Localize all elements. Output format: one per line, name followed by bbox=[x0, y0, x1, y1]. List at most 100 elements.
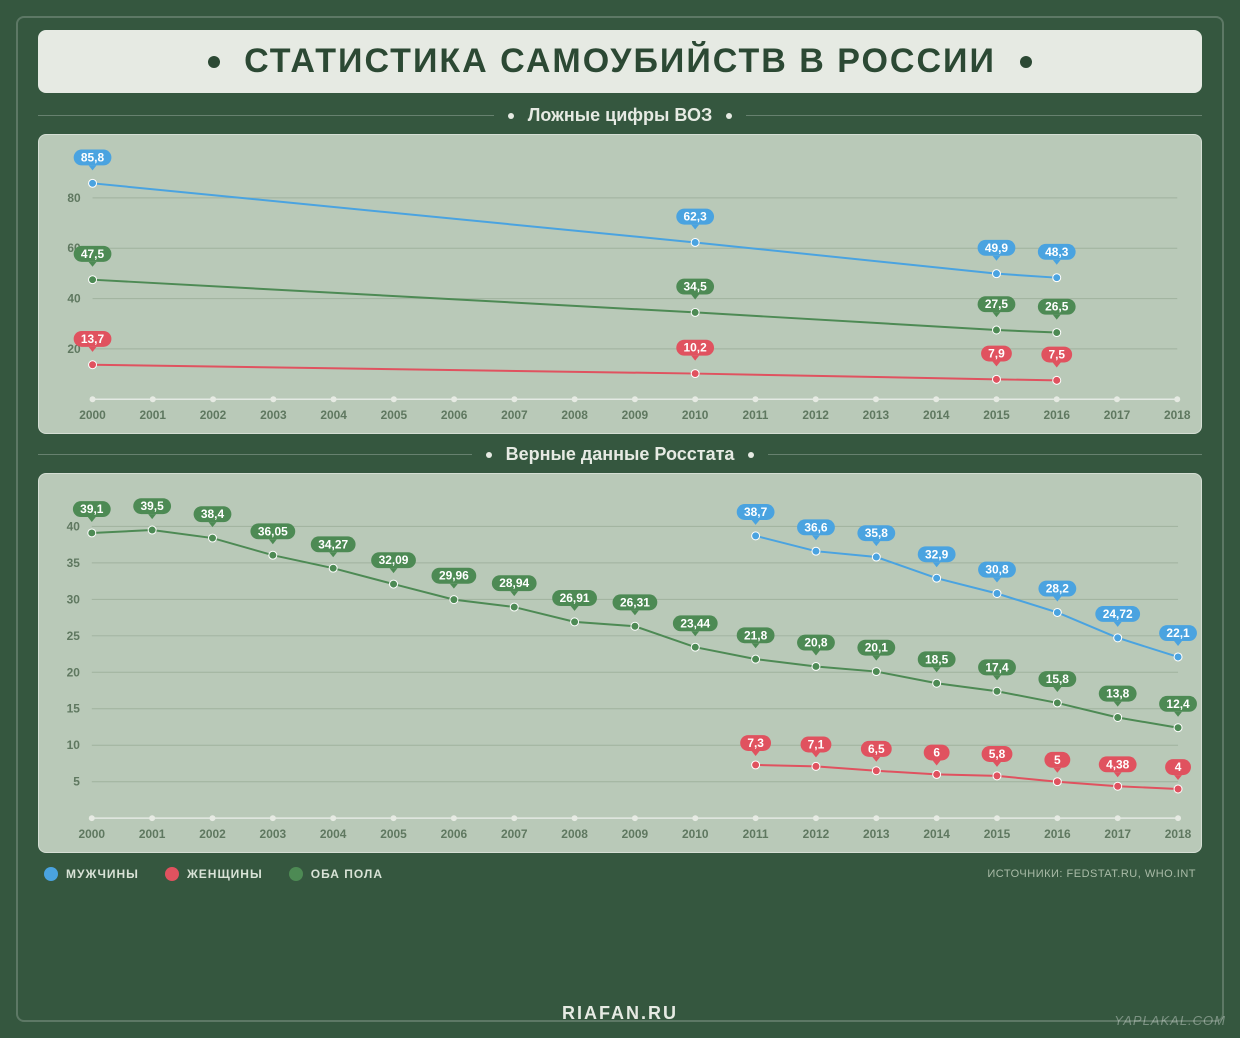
x-tick-label: 2012 bbox=[803, 827, 830, 841]
callout-both: 15,8 bbox=[1038, 671, 1076, 692]
callout-label: 26,5 bbox=[1045, 300, 1069, 314]
callout-label: 22,1 bbox=[1166, 626, 1190, 640]
x-tick-label: 2014 bbox=[923, 827, 950, 841]
x-tick-dot bbox=[1114, 396, 1120, 402]
section-title-text: Ложные цифры ВОЗ bbox=[528, 105, 712, 126]
callout-men: 32,9 bbox=[918, 546, 956, 567]
x-tick-label: 2000 bbox=[79, 408, 106, 422]
section-title-text: Верные данные Росстата bbox=[506, 444, 735, 465]
series-line-both bbox=[93, 280, 1057, 333]
callout-label: 21,8 bbox=[744, 628, 768, 642]
callout-label: 4,38 bbox=[1106, 757, 1130, 771]
series-point-both bbox=[510, 603, 518, 611]
callout-both: 38,4 bbox=[194, 506, 232, 527]
callout-both: 21,8 bbox=[737, 627, 775, 648]
callout-label: 36,05 bbox=[258, 524, 288, 538]
series-point-men bbox=[1114, 634, 1122, 642]
chart-svg: 2040608020002001200220032004200520062007… bbox=[39, 135, 1201, 433]
series-point-men bbox=[691, 238, 699, 246]
series-point-men bbox=[1174, 653, 1182, 661]
legend-label-both: ОБА ПОЛА bbox=[311, 867, 383, 881]
y-tick-label: 25 bbox=[67, 629, 81, 643]
legend-dot-both bbox=[289, 867, 303, 881]
series-point-both bbox=[209, 534, 217, 542]
callout-both: 36,05 bbox=[250, 523, 295, 544]
callout-label: 36,6 bbox=[804, 520, 828, 534]
title-dot-left bbox=[208, 56, 220, 68]
callout-men: 28,2 bbox=[1038, 581, 1076, 602]
callout-label: 5 bbox=[1054, 753, 1061, 767]
callout-label: 38,4 bbox=[201, 507, 225, 521]
callout-label: 48,3 bbox=[1045, 245, 1069, 259]
footer-brand: RIAFAN.RU bbox=[0, 1003, 1240, 1024]
series-point-women bbox=[872, 767, 880, 775]
x-tick-label: 2009 bbox=[622, 827, 649, 841]
x-tick-label: 2015 bbox=[984, 827, 1011, 841]
callout-women: 7,3 bbox=[740, 735, 771, 756]
x-tick-dot bbox=[150, 396, 156, 402]
x-tick-label: 2017 bbox=[1104, 827, 1131, 841]
series-point-women bbox=[89, 361, 97, 369]
series-point-both bbox=[571, 618, 579, 626]
y-tick-label: 80 bbox=[67, 191, 81, 205]
callout-men: 35,8 bbox=[857, 525, 895, 546]
legend-label-women: ЖЕНЩИНЫ bbox=[187, 867, 263, 881]
section-dot bbox=[486, 452, 492, 458]
callout-label: 17,4 bbox=[985, 660, 1009, 674]
callout-both: 26,31 bbox=[613, 594, 658, 615]
x-tick-dot bbox=[511, 396, 517, 402]
callout-label: 6,5 bbox=[868, 742, 885, 756]
series-point-men bbox=[89, 179, 97, 187]
x-tick-label: 2006 bbox=[441, 827, 468, 841]
callout-both: 34,5 bbox=[676, 279, 714, 300]
callout-men: 85,8 bbox=[74, 150, 112, 171]
y-tick-label: 5 bbox=[73, 775, 80, 789]
chart-panel-who: 2040608020002001200220032004200520062007… bbox=[38, 134, 1202, 434]
series-point-men bbox=[993, 270, 1001, 278]
callout-both: 17,4 bbox=[978, 659, 1016, 680]
x-tick-label: 2017 bbox=[1104, 408, 1131, 422]
callout-label: 39,5 bbox=[141, 499, 165, 513]
x-tick-label: 2002 bbox=[199, 827, 226, 841]
callout-label: 29,96 bbox=[439, 569, 469, 583]
x-tick-dot bbox=[451, 396, 457, 402]
y-tick-label: 15 bbox=[67, 702, 81, 716]
callout-men: 24,72 bbox=[1095, 606, 1140, 627]
callout-label: 32,09 bbox=[379, 553, 409, 567]
callout-men: 38,7 bbox=[737, 504, 775, 525]
series-point-both bbox=[993, 326, 1001, 334]
callout-label: 15,8 bbox=[1046, 672, 1070, 686]
callout-label: 34,5 bbox=[684, 280, 708, 294]
x-tick-label: 2004 bbox=[320, 827, 347, 841]
series-point-both bbox=[1053, 699, 1061, 707]
callout-label: 39,1 bbox=[80, 502, 104, 516]
series-point-men bbox=[812, 547, 820, 555]
title-banner: СТАТИСТИКА САМОУБИЙСТВ В РОССИИ bbox=[38, 30, 1202, 93]
callout-men: 62,3 bbox=[676, 209, 714, 230]
title-dot-right bbox=[1020, 56, 1032, 68]
series-point-both bbox=[872, 668, 880, 676]
series-point-both bbox=[88, 529, 96, 537]
x-tick-dot bbox=[270, 815, 276, 821]
callout-label: 12,4 bbox=[1166, 697, 1190, 711]
x-tick-label: 2012 bbox=[802, 408, 829, 422]
callout-both: 47,5 bbox=[74, 246, 112, 267]
x-tick-dot bbox=[90, 396, 96, 402]
callout-label: 28,2 bbox=[1046, 582, 1070, 596]
x-tick-dot bbox=[511, 815, 517, 821]
callout-both: 28,94 bbox=[492, 575, 537, 596]
series-point-both bbox=[450, 596, 458, 604]
x-tick-dot bbox=[391, 815, 397, 821]
callout-both: 39,5 bbox=[133, 498, 171, 519]
callout-label: 7,5 bbox=[1048, 348, 1065, 362]
x-tick-dot bbox=[692, 396, 698, 402]
series-point-women bbox=[933, 770, 941, 778]
page-frame: СТАТИСТИКА САМОУБИЙСТВ В РОССИИ Ложные ц… bbox=[16, 16, 1224, 1022]
y-tick-label: 40 bbox=[67, 292, 81, 306]
x-tick-dot bbox=[934, 815, 940, 821]
x-tick-dot bbox=[270, 396, 276, 402]
callout-label: 62,3 bbox=[684, 210, 708, 224]
callout-label: 49,9 bbox=[985, 241, 1009, 255]
x-tick-dot bbox=[391, 396, 397, 402]
series-point-both bbox=[1053, 329, 1061, 337]
